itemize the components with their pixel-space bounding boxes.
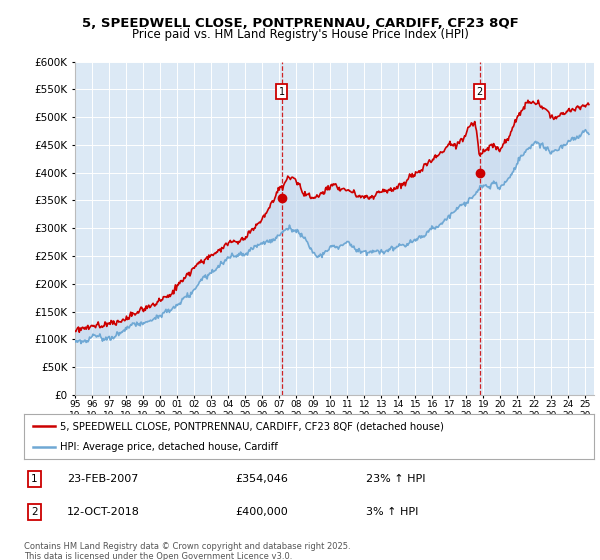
- Text: 12-OCT-2018: 12-OCT-2018: [67, 507, 140, 517]
- Text: £400,000: £400,000: [235, 507, 287, 517]
- Text: £354,046: £354,046: [235, 474, 288, 484]
- Text: HPI: Average price, detached house, Cardiff: HPI: Average price, detached house, Card…: [60, 442, 278, 452]
- Text: 2: 2: [31, 507, 38, 517]
- Text: 2: 2: [476, 87, 483, 96]
- Text: 1: 1: [278, 87, 284, 96]
- Text: 3% ↑ HPI: 3% ↑ HPI: [366, 507, 418, 517]
- Text: 23% ↑ HPI: 23% ↑ HPI: [366, 474, 425, 484]
- Text: 5, SPEEDWELL CLOSE, PONTPRENNAU, CARDIFF, CF23 8QF (detached house): 5, SPEEDWELL CLOSE, PONTPRENNAU, CARDIFF…: [60, 422, 444, 432]
- Text: Price paid vs. HM Land Registry's House Price Index (HPI): Price paid vs. HM Land Registry's House …: [131, 28, 469, 41]
- Text: 5, SPEEDWELL CLOSE, PONTPRENNAU, CARDIFF, CF23 8QF: 5, SPEEDWELL CLOSE, PONTPRENNAU, CARDIFF…: [82, 17, 518, 30]
- Text: Contains HM Land Registry data © Crown copyright and database right 2025.
This d: Contains HM Land Registry data © Crown c…: [24, 542, 350, 560]
- Text: 1: 1: [31, 474, 38, 484]
- Text: 23-FEB-2007: 23-FEB-2007: [67, 474, 138, 484]
